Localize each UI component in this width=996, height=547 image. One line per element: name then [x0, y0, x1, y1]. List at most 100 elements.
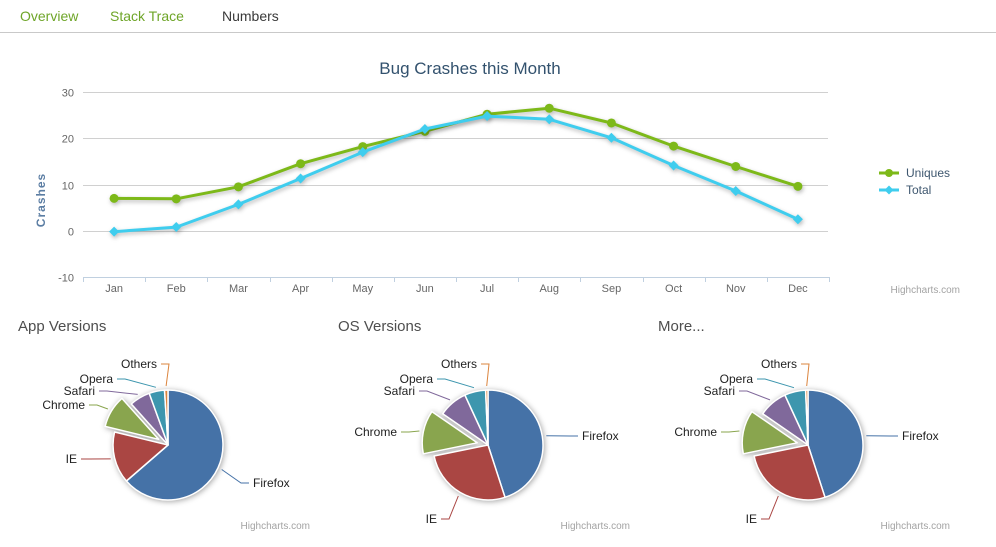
legend-label: Total: [906, 182, 932, 197]
data-point-circle[interactable]: [358, 142, 368, 152]
data-point-diamond[interactable]: [482, 111, 493, 122]
pie-label-connector: [419, 390, 451, 401]
tab-overview[interactable]: Overview: [20, 8, 79, 24]
pie-panel-os-versions: OS Versions Firefox IE Chrome Safari Opera Ot…: [320, 310, 640, 547]
pie-slice-chrome[interactable]: [104, 397, 160, 441]
highcharts-credit[interactable]: Highcharts.com: [240, 521, 310, 532]
x-tick-label: Jul: [480, 283, 494, 295]
pie-title: App Versions: [18, 318, 107, 335]
pie-slice-label[interactable]: IE: [66, 452, 77, 466]
legend-item-total[interactable]: Total: [879, 181, 950, 198]
pie-title: More...: [658, 318, 705, 335]
pie-slice-others[interactable]: [804, 389, 809, 446]
y-tick-label: 20: [62, 134, 74, 146]
legend-diamond: [884, 185, 894, 194]
pie-slice-label[interactable]: Chrome: [354, 425, 397, 439]
data-point-diamond[interactable]: [544, 114, 555, 125]
tab-numbers[interactable]: Numbers: [222, 8, 279, 24]
highcharts-credit[interactable]: Highcharts.com: [560, 521, 630, 532]
x-tick-label: Apr: [292, 283, 309, 295]
pie-slice-chrome[interactable]: [421, 410, 478, 455]
pie-label-connector: [739, 390, 771, 401]
highcharts-credit[interactable]: Highcharts.com: [890, 285, 960, 296]
pie-slice-chrome[interactable]: [741, 410, 798, 455]
pie-slices: [741, 389, 864, 501]
pie-slice-firefox[interactable]: [807, 389, 864, 499]
data-point-circle[interactable]: [233, 182, 243, 192]
data-point-circle[interactable]: [669, 141, 679, 151]
pie-slice-others[interactable]: [484, 389, 489, 446]
pie-label-connector: [89, 404, 109, 410]
data-point-diamond[interactable]: [419, 124, 430, 134]
pie-label-connector: [221, 469, 249, 484]
pie-label-connector: [481, 363, 490, 387]
data-point-diamond[interactable]: [171, 222, 182, 233]
pie-slice-label[interactable]: Safari: [384, 384, 415, 398]
data-point-diamond[interactable]: [668, 160, 679, 171]
pie-slice-ie[interactable]: [112, 431, 169, 482]
x-tick-label: Feb: [167, 283, 186, 295]
x-tick-label: Sep: [602, 283, 622, 295]
data-point-diamond[interactable]: [109, 226, 120, 237]
data-point-circle[interactable]: [793, 181, 803, 191]
pie-slice-label[interactable]: Safari: [704, 384, 735, 398]
pie-label-connector: [437, 378, 475, 389]
data-point-diamond[interactable]: [357, 147, 368, 158]
data-point-diamond[interactable]: [730, 185, 741, 196]
pie-slice-label[interactable]: Chrome: [42, 398, 85, 412]
pie-slice-label[interactable]: Firefox: [902, 429, 939, 443]
x-tick-label: Mar: [229, 283, 248, 295]
pie-slice-label[interactable]: Opera: [400, 372, 434, 386]
data-point-diamond[interactable]: [792, 214, 803, 225]
pie-label-connector: [801, 363, 810, 387]
pie-slice-ie[interactable]: [433, 444, 506, 501]
x-tick-label: Dec: [788, 283, 808, 295]
pie-label-connector: [401, 430, 420, 433]
pie-title: OS Versions: [338, 318, 422, 335]
data-point-circle[interactable]: [171, 194, 181, 204]
pie-slice-others[interactable]: [163, 389, 169, 446]
pie-slice-label[interactable]: IE: [426, 512, 437, 526]
data-point-circle[interactable]: [109, 193, 119, 203]
pie-label-connector: [117, 378, 157, 388]
x-tick-label: Nov: [726, 283, 746, 295]
data-point-circle[interactable]: [606, 118, 616, 128]
x-tick-label: May: [352, 283, 373, 295]
pie-slice-ie[interactable]: [753, 444, 826, 501]
pie-slice-firefox[interactable]: [487, 389, 544, 499]
pie-slice-firefox[interactable]: [125, 389, 224, 501]
line-chart-panel: Bug Crashes this Month Crashes -10 0 10 20 3…: [0, 33, 996, 310]
data-point-diamond[interactable]: [233, 199, 244, 210]
pie-slice-label[interactable]: Others: [441, 357, 477, 371]
pie-slice-label[interactable]: IE: [746, 512, 757, 526]
tab-stack-trace[interactable]: Stack Trace: [110, 8, 184, 24]
pie-label-connector: [99, 390, 138, 395]
data-point-circle[interactable]: [296, 159, 306, 169]
pie-slice-label[interactable]: Others: [761, 357, 797, 371]
pie-slice-label[interactable]: Others: [121, 357, 157, 371]
line-chart-plot: -10 0 10 20 30 Jan Feb Mar Apr May Jun Jul Aug Sep Oct…: [58, 88, 830, 295]
y-tick-label: -10: [58, 273, 74, 285]
x-tick-label: Jan: [105, 283, 123, 295]
pie-slice-label[interactable]: Safari: [64, 384, 95, 398]
data-point-circle[interactable]: [731, 161, 741, 171]
data-point-diamond[interactable]: [606, 132, 617, 143]
data-point-circle[interactable]: [544, 103, 554, 113]
pie-slice-label[interactable]: Opera: [720, 372, 754, 386]
legend-marker-circle-icon: [879, 168, 899, 177]
pie-panel-more: More... Firefox IE Chrome Safari Opera Others…: [640, 310, 960, 547]
pie-slice-label[interactable]: Firefox: [253, 476, 290, 490]
highcharts-credit[interactable]: Highcharts.com: [880, 521, 950, 532]
pie-label-connector: [757, 378, 795, 389]
pie-slice-label[interactable]: Chrome: [674, 425, 717, 439]
series-uniques[interactable]: [109, 103, 803, 204]
pie-slice-label[interactable]: Opera: [80, 372, 114, 386]
series-total[interactable]: [109, 111, 803, 237]
legend-item-uniques[interactable]: Uniques: [879, 164, 950, 181]
data-point-diamond[interactable]: [295, 173, 306, 184]
pie-slice-label[interactable]: Firefox: [582, 429, 619, 443]
